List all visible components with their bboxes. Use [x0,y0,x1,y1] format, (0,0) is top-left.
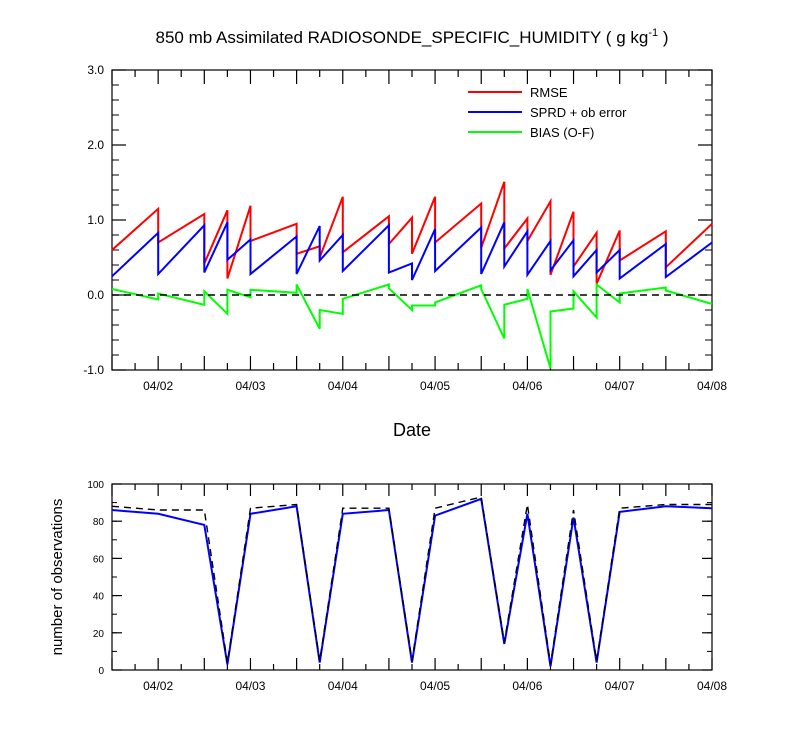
y-tick-label: 100 [87,480,104,491]
x-tick-label: 04/05 [420,679,450,693]
x-tick-label: 04/04 [328,679,358,693]
series-line-bias-o-f [111,282,713,369]
legend: RMSE SPRD + ob error BIAS (O-F) [468,85,627,140]
chart-title: 850 mb Assimilated RADIOSONDE_SPECIFIC_H… [156,27,669,47]
x-axis-label: Date [393,420,431,440]
top-y-ticks: -1.0 0.0 1.0 2.0 3.0 [83,63,712,377]
top-panel: 04/02 04/03 04/04 04/05 04/06 04/07 04/08 -1.0… [83,63,727,393]
x-tick-label: 04/02 [143,379,173,393]
bottom-x-ticks: 04/02 04/03 04/04 04/05 04/06 04/07 04/08 [111,484,727,693]
y-tick-label: 3.0 [87,63,104,77]
y-tick-label: 2.0 [87,138,104,152]
y-tick-label: 20 [93,629,105,640]
x-tick-label: 04/06 [512,679,542,693]
top-x-ticks: 04/02 04/03 04/04 04/05 04/06 04/07 04/08 [111,70,727,393]
series-line-possible [111,496,712,665]
series-line-assimilated [111,497,713,667]
x-tick-label: 04/03 [235,679,265,693]
x-tick-label: 04/05 [420,379,450,393]
bottom-y-ticks: 0 20 40 60 80 100 [87,480,712,677]
x-tick-label: 04/07 [605,379,635,393]
x-tick-label: 04/08 [697,379,727,393]
y-tick-label: 0.0 [87,288,104,302]
y-tick-label: 60 [93,554,105,565]
series-line-sprd-ob-error [111,221,713,281]
x-tick-label: 04/06 [512,379,542,393]
bottom-series [111,496,713,667]
y-axis-label: number of observations [49,499,66,656]
y-tick-label: 0 [98,666,104,677]
x-tick-label: 04/03 [235,379,265,393]
x-tick-label: 04/07 [605,679,635,693]
x-tick-label: 04/04 [328,379,358,393]
top-series [111,181,713,369]
legend-entry: RMSE [530,85,568,100]
x-tick-label: 04/02 [143,679,173,693]
y-tick-label: -1.0 [83,363,104,377]
x-tick-label: 04/08 [697,679,727,693]
series-line-rmse [111,181,713,285]
y-tick-label: 80 [93,517,105,528]
legend-entry: BIAS (O-F) [530,125,594,140]
y-tick-label: 40 [93,592,105,603]
bottom-panel: 04/02 04/03 04/04 04/05 04/06 04/07 04/08 0 20 4… [87,480,727,693]
y-tick-label: 1.0 [87,213,104,227]
legend-entry: SPRD + ob error [530,105,627,120]
